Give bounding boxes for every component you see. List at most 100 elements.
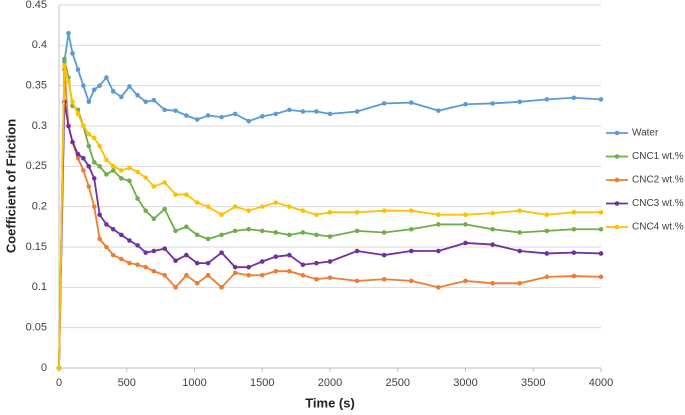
data-point	[194, 200, 200, 205]
data-point	[246, 264, 251, 270]
data-point	[70, 51, 75, 56]
data-point	[66, 79, 71, 84]
data-point	[300, 272, 306, 278]
data-point	[70, 139, 75, 145]
data-point	[119, 232, 124, 238]
data-point	[436, 212, 441, 218]
series-line	[58, 33, 602, 369]
data-point	[409, 208, 414, 213]
data-point	[70, 99, 75, 105]
data-point	[246, 208, 251, 213]
data-point	[219, 114, 224, 120]
data-point	[162, 206, 167, 212]
data-point	[127, 165, 132, 171]
data-point	[205, 236, 211, 242]
data-point	[381, 208, 387, 213]
series-line	[58, 69, 602, 369]
y-tick-label: 0.25	[26, 160, 47, 172]
data-point	[246, 118, 251, 124]
data-point	[66, 123, 71, 129]
data-point	[91, 176, 97, 181]
data-point	[409, 248, 414, 254]
data-point	[232, 264, 238, 270]
x-tick-label: 1500	[250, 377, 274, 389]
data-point	[143, 175, 149, 180]
data-point	[110, 252, 116, 258]
data-point	[463, 240, 468, 246]
data-point	[127, 178, 132, 184]
data-point	[300, 230, 306, 235]
data-point	[381, 230, 387, 235]
data-point	[287, 268, 292, 274]
data-point	[173, 258, 178, 264]
data-point	[463, 222, 468, 227]
data-point	[143, 208, 149, 213]
data-point	[110, 226, 116, 232]
data-point	[205, 204, 211, 209]
data-point	[127, 260, 132, 266]
legend-marker	[614, 177, 620, 183]
x-tick-label: 3000	[453, 377, 477, 389]
data-point	[104, 244, 109, 250]
data-point	[259, 259, 265, 264]
data-point	[194, 281, 200, 286]
data-point	[490, 226, 495, 232]
data-point	[86, 99, 92, 105]
x-axis-title: Time (s)	[305, 395, 355, 410]
y-tick-label: 0.4	[32, 39, 47, 51]
data-point	[381, 276, 387, 282]
series-line	[58, 101, 602, 369]
data-point	[287, 252, 292, 258]
y-tick-label: 0.45	[26, 0, 47, 11]
data-point	[219, 285, 224, 290]
data-point	[490, 281, 495, 286]
data-point	[300, 109, 306, 114]
data-point	[273, 200, 279, 205]
data-point	[184, 113, 189, 118]
data-point	[259, 114, 265, 119]
x-tick-label: 2500	[386, 377, 410, 389]
data-point	[436, 222, 441, 227]
data-point	[354, 248, 360, 254]
y-tick-label: 0	[41, 362, 47, 374]
data-point	[194, 232, 200, 238]
data-point	[327, 275, 333, 280]
data-point	[97, 83, 102, 88]
data-point	[259, 204, 265, 209]
data-point	[143, 250, 149, 255]
data-point	[184, 192, 189, 197]
data-point	[354, 109, 360, 114]
data-point	[184, 272, 189, 278]
data-point	[205, 113, 211, 118]
data-point	[287, 204, 292, 209]
data-point	[194, 260, 200, 266]
data-point	[246, 272, 251, 278]
data-point	[300, 208, 306, 213]
data-point	[517, 248, 522, 254]
data-point	[110, 164, 116, 169]
data-point	[327, 111, 333, 117]
data-point	[81, 123, 86, 129]
legend-text: CNC4 wt.%	[632, 222, 684, 233]
data-point	[162, 272, 167, 278]
data-point	[517, 208, 522, 213]
legend-text: Water	[632, 128, 659, 139]
data-point	[259, 272, 265, 278]
data-point	[598, 274, 604, 280]
data-point	[173, 228, 178, 234]
data-point	[571, 250, 577, 255]
data-point	[232, 204, 238, 209]
data-point	[86, 143, 92, 149]
data-point	[75, 155, 81, 161]
legend-marker	[614, 154, 620, 159]
data-point	[232, 111, 238, 117]
legend-text: CNC2 wt.%	[632, 175, 684, 186]
data-point	[151, 268, 157, 274]
data-point	[135, 196, 140, 201]
data-point	[571, 273, 577, 279]
data-point	[119, 176, 124, 181]
data-point	[151, 184, 157, 189]
data-point	[381, 101, 387, 106]
data-point	[91, 160, 97, 165]
